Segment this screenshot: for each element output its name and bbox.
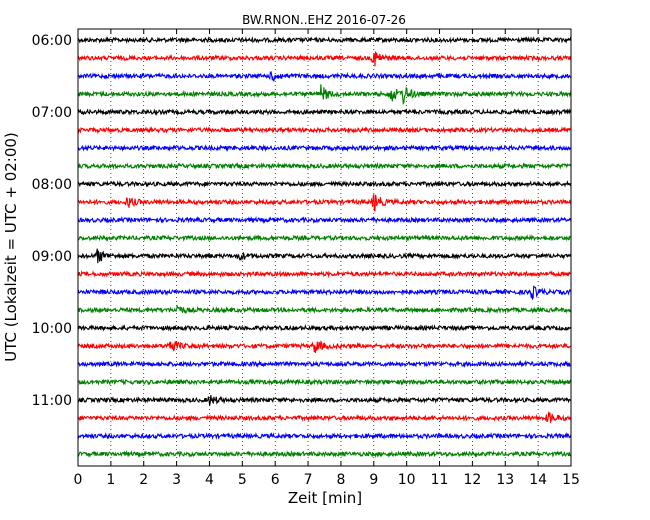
trace-row [77,144,572,153]
x-tick-label: 0 [74,472,83,488]
x-axis-label: Zeit [min] [288,489,362,507]
y-tick-label: 06:00 [32,33,72,49]
y-tick-label: 07:00 [32,105,72,121]
trace-row [77,304,572,314]
trace-row [77,450,572,459]
y-tick-label: 08:00 [32,177,72,193]
trace-row [77,194,572,212]
x-tick-label: 14 [529,472,547,488]
trace-row [77,84,572,106]
x-tick-label: 2 [139,472,148,488]
trace-row [77,324,572,332]
trace-row [77,71,572,82]
axis-ticks: 0 1 2 3 4 5 6 7 8 9 10 11 12 13 14 1506:0007:0008:0009:… [32,29,580,488]
trace-row [77,359,572,368]
trace-row [77,35,572,45]
trace-row [77,107,572,117]
x-tick-label: 10 [398,472,416,488]
x-tick-label: 9 [369,472,378,488]
trace-row [77,411,572,424]
x-tick-label: 6 [271,472,280,488]
trace-row [77,233,572,243]
trace-row [77,125,572,135]
x-tick-label: 11 [431,472,449,488]
trace-row [77,180,572,189]
x-tick-label: 3 [172,472,181,488]
trace-row [77,377,572,387]
grid-lines [110,29,539,466]
y-axis-label: UTC (Lokalzeit = UTC + 02:00) [2,132,20,362]
trace-row [77,395,572,406]
trace-row [77,51,572,67]
trace-row [77,269,572,279]
x-tick-label: 12 [463,472,481,488]
x-tick-label: 4 [205,472,214,488]
trace-row [77,340,572,354]
x-tick-label: 7 [304,472,313,488]
plot-frame [77,28,572,467]
x-tick-label: 15 [562,472,580,488]
y-tick-label: 09:00 [32,249,72,265]
y-tick-label: 10:00 [32,321,72,337]
trace-row [77,285,572,301]
chart-title: BW.RNON..EHZ 2016-07-26 [242,13,406,27]
y-tick-label: 11:00 [32,393,72,409]
seismic-traces [77,35,572,459]
x-tick-label: 13 [496,472,514,488]
x-tick-label: 8 [336,472,345,488]
x-tick-label: 5 [238,472,247,488]
trace-row [77,248,572,264]
trace-row [77,215,572,224]
trace-row [77,162,572,170]
trace-row [77,431,572,440]
x-tick-label: 1 [106,472,115,488]
